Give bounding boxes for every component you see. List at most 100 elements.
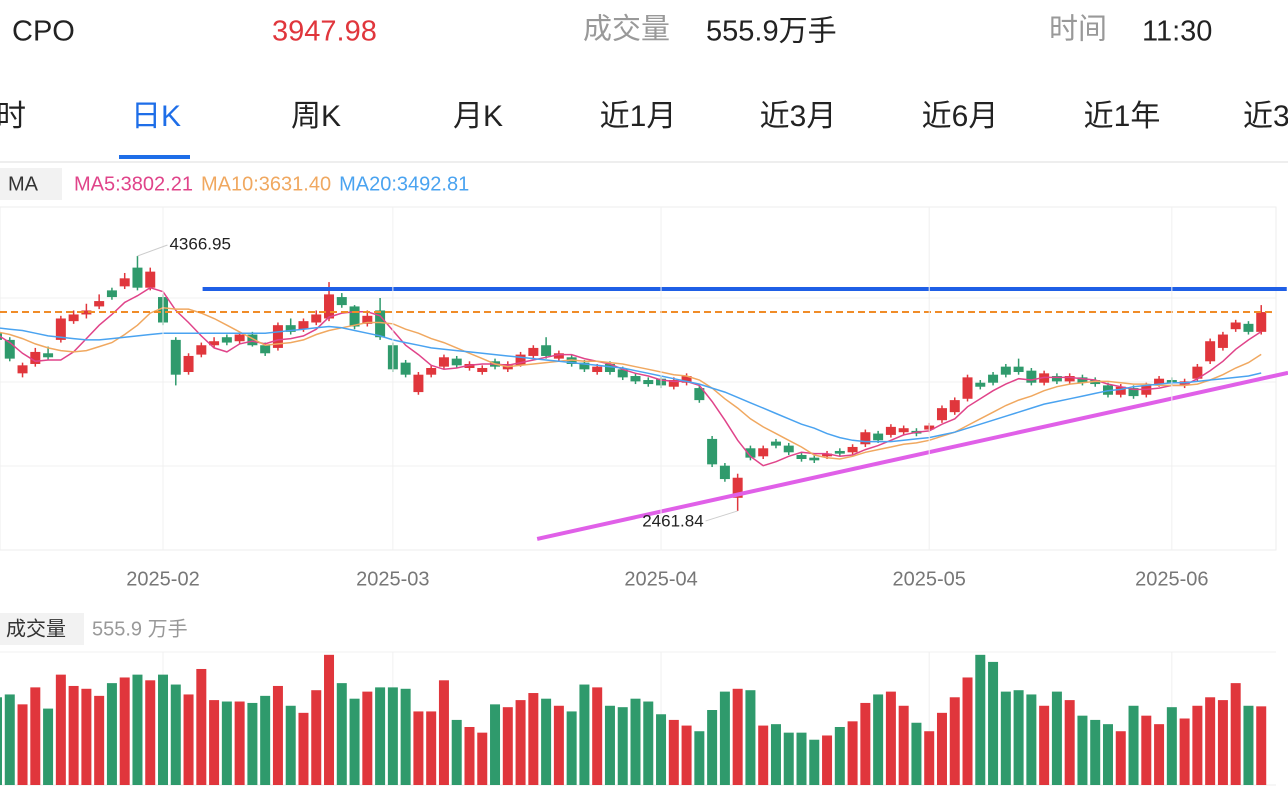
volume-bar <box>1077 715 1088 785</box>
tab[interactable]: 近1年 <box>1084 100 1161 133</box>
min-label: 2461.84 <box>642 511 703 530</box>
volume-bar <box>528 693 539 785</box>
volume-bar <box>604 705 615 785</box>
candle-body <box>221 337 232 343</box>
volume-bar <box>745 690 756 785</box>
volume-bar <box>847 721 858 785</box>
legend-entry: MA20:3492.81 <box>339 173 469 195</box>
candle-body <box>975 382 986 387</box>
x-tick-label: 2025-03 <box>356 568 429 590</box>
volume-bar <box>81 688 92 785</box>
candle-body <box>324 294 335 319</box>
candle-body <box>1128 388 1139 397</box>
volume-bar <box>949 697 960 785</box>
tab[interactable]: 近3月 <box>760 100 837 133</box>
vol-panel-value: 555.9 万手 <box>92 617 188 640</box>
volume-bar <box>413 711 424 785</box>
ma-line <box>0 307 1262 460</box>
volume-bar <box>758 725 769 785</box>
volume-bar <box>1154 724 1165 785</box>
volume-bar <box>873 694 884 785</box>
candle-body <box>1230 322 1241 330</box>
tab[interactable]: 近6月 <box>922 100 999 133</box>
volume: 555.9万手 <box>706 15 837 48</box>
candle-body <box>336 297 347 306</box>
time: 11:30 <box>1142 16 1212 48</box>
volume-bar <box>30 687 41 785</box>
volume-bar <box>860 702 871 785</box>
candle-body <box>183 355 194 373</box>
volume-bar <box>732 688 743 785</box>
volume-bar <box>1217 700 1228 785</box>
volume-bar <box>885 691 896 785</box>
candle-body <box>1013 366 1024 373</box>
legend-entry: MA5:3802.21 <box>74 173 193 195</box>
volume-bar <box>541 698 552 785</box>
candle-body <box>43 353 54 358</box>
price: 3947.98 <box>272 16 377 48</box>
volume-bar <box>988 661 999 785</box>
volume-bar <box>1051 691 1062 785</box>
tab[interactable]: 周K <box>291 100 341 133</box>
volume-bar <box>285 705 296 785</box>
volume-bar <box>132 674 143 785</box>
candle-body <box>681 376 692 383</box>
candle-body <box>847 446 858 453</box>
candle-body <box>604 363 615 373</box>
volume-bar <box>234 701 245 785</box>
volume-bar <box>1115 731 1126 785</box>
volume-bar <box>1256 706 1267 785</box>
candle-body <box>30 351 41 364</box>
candle-body <box>426 367 437 375</box>
candle-body <box>592 366 603 373</box>
candle-body <box>260 345 271 354</box>
max-leader <box>137 244 168 257</box>
ma-badge <box>0 168 62 200</box>
candle-body <box>349 306 360 327</box>
candle-body <box>1243 323 1254 332</box>
volume-bar <box>1102 724 1113 785</box>
volume-bar <box>477 732 488 785</box>
volume-bar <box>1064 700 1075 785</box>
volume-bar <box>324 654 335 785</box>
candle-body <box>668 380 679 387</box>
vol-panel-label: 成交量 <box>6 617 66 640</box>
tab[interactable]: 分时 <box>0 100 26 133</box>
volume-bar <box>770 724 781 785</box>
max-label: 4366.95 <box>169 234 230 253</box>
candle-body <box>81 310 92 315</box>
volume-bar <box>106 683 117 785</box>
volume-bar <box>260 695 271 785</box>
candle-body <box>1192 366 1203 379</box>
volume-bar <box>94 695 105 785</box>
tab[interactable]: 近3年 <box>1243 100 1288 133</box>
candle-body <box>528 347 539 356</box>
candle-body <box>1077 377 1088 383</box>
volume-bar <box>656 714 667 785</box>
volume-bar <box>247 702 258 785</box>
candle-body <box>541 345 552 356</box>
candle-body <box>873 433 884 441</box>
plot-frame <box>0 206 1277 551</box>
candle-body <box>809 457 820 461</box>
legend-entry: MA10:3631.40 <box>201 173 331 195</box>
tab[interactable]: 近1月 <box>600 100 677 133</box>
ma-label: MA <box>8 173 39 195</box>
volume-bar <box>196 668 207 785</box>
candle-body <box>885 426 896 435</box>
ma-line <box>0 286 1262 467</box>
volume-bar <box>1179 718 1190 785</box>
volume-bar <box>0 697 2 785</box>
tab[interactable]: 日K <box>131 100 181 133</box>
volume-bar <box>1166 707 1177 785</box>
volume-bar <box>962 677 973 785</box>
candle-body <box>451 358 462 366</box>
volume-bar <box>1000 691 1011 785</box>
candle-body <box>617 369 628 378</box>
candle-body <box>132 267 143 288</box>
volume-bar <box>975 654 986 785</box>
candle-body <box>1051 376 1062 382</box>
candle-body <box>106 290 117 298</box>
tab[interactable]: 月K <box>453 100 503 133</box>
